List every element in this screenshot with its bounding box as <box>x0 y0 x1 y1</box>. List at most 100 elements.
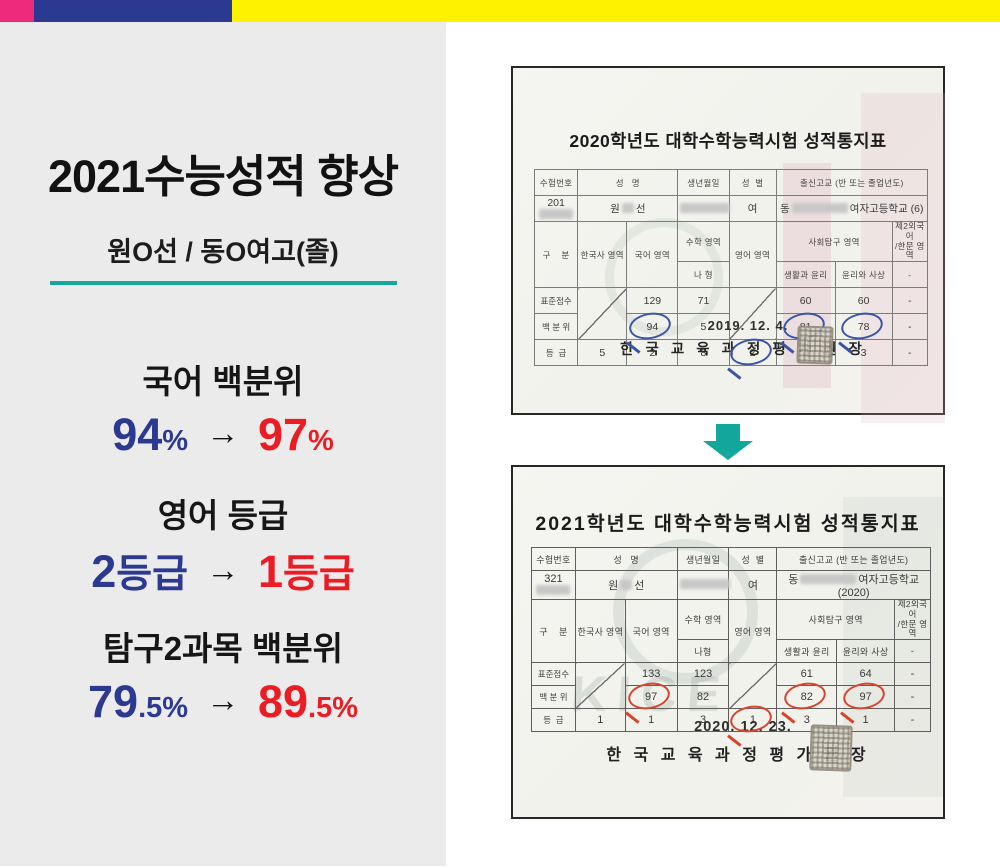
hdr-social1: 생활과 윤리 <box>776 639 838 664</box>
hdr-gender: 성 별 <box>728 169 777 196</box>
stat-inquiry-percentile: 탐구2과목 백분위 79.5% → 89.5% <box>0 622 446 728</box>
arrow-head <box>703 441 753 460</box>
cell-std-second: - <box>894 662 931 687</box>
school-prefix: 동 <box>788 574 799 586</box>
page-title: 2021수능성적 향상 <box>47 151 399 202</box>
top-color-bar <box>0 0 1000 22</box>
score-table-2021: 수험번호 성 명 생년월일 성 별 출신고교 (반 또는 졸업년도) 321 원… <box>531 547 931 736</box>
name-last: 선 <box>634 580 645 592</box>
hdr-korean-history: 한국사 영역 <box>577 220 628 289</box>
pct-social2-value: 97 <box>859 691 872 704</box>
name-first: 원 <box>610 203 620 215</box>
hdr-second-sub: - <box>894 639 931 664</box>
cell-diagonal-english <box>728 287 777 341</box>
school-suffix: 여자고등학교 (6) <box>849 203 924 215</box>
table-row: 수험번호 성 명 생년월일 성 별 출신고교 (반 또는 졸업년도) <box>531 547 931 571</box>
redaction-blur <box>679 579 730 589</box>
cell-pct-math: 82 <box>676 685 730 710</box>
row-label-percentile: 백 분 위 <box>533 313 579 341</box>
hdr-second-sub: - <box>891 261 929 289</box>
before-unit: 등급 <box>116 553 189 596</box>
pct-korean-value: 97 <box>645 691 658 704</box>
cell-exam-no: 201 <box>533 195 579 222</box>
cell-std-social2: 60 <box>834 287 893 315</box>
redaction-blur <box>791 203 848 213</box>
hdr-gender: 성 별 <box>728 547 778 571</box>
cell-std-second: - <box>891 287 929 315</box>
stat-label: 탐구2과목 백분위 <box>102 630 344 667</box>
redaction-blur <box>539 208 574 219</box>
after-unit: .5% <box>308 692 358 724</box>
report-title: 2020학년도 대학수학능력시험 성적통지표 <box>569 131 887 151</box>
cell-std-social1: 60 <box>775 287 836 315</box>
stat-english-grade: 영어 등급 2등급 → 1등급 <box>0 489 446 599</box>
cell-pct-second: - <box>894 685 931 710</box>
stat-values: 2등급 → 1등급 <box>0 543 446 599</box>
hdr-social2: 윤리와 사상 <box>834 261 893 289</box>
second-lang-line2: /한문 영역 <box>894 240 925 261</box>
cell-gender: 여 <box>728 570 778 600</box>
hdr-social2: 윤리와 사상 <box>836 639 896 664</box>
score-table-wrap: 수험번호 성 명 생년월일 성 별 출신고교 (반 또는 졸업년도) 321 원… <box>531 547 931 736</box>
right-arrow-icon: → <box>206 681 240 718</box>
issuer-name: 한 국 교 육 과 정 평 가 원 장 <box>606 747 870 764</box>
score-report-2021: KICE 2021학년도 대학수학능력시험 성적통지표 수험번호 성 명 생년월… <box>511 465 945 819</box>
hdr-gubun: 구 분 <box>531 598 576 664</box>
cell-grade-korean: 2 <box>626 339 679 367</box>
stat-label: 국어 백분위 <box>142 363 304 400</box>
row-label-percentile: 백 분 위 <box>531 685 576 710</box>
score-report-2020: 2020학년도 대학수학능력시험 성적통지표 수험번호 성 명 생년월일 성 별… <box>511 66 945 423</box>
bar-segment-pink <box>0 0 34 22</box>
pct-social1-value: 82 <box>800 691 813 704</box>
cell-pct-korean: 97 <box>624 679 678 713</box>
issue-date: 2020. 12. 23. <box>694 719 792 735</box>
stat-korean-percentile: 국어 백분위 94% → 97% <box>0 355 446 461</box>
hdr-math: 수학 영역 <box>677 220 730 263</box>
name-first: 원 <box>608 580 619 592</box>
arrow-stem <box>716 424 740 441</box>
table-row: 구 분 한국사 영역 국어 영역 수학 영역 영어 영역 사회탐구 영역 제2외… <box>531 598 931 664</box>
stat-values: 94% → 97% <box>0 409 446 461</box>
row-label-standard-score: 표준점수 <box>533 287 579 315</box>
hdr-social1: 생활과 윤리 <box>775 261 836 289</box>
score-table-2020: 수험번호 성 명 생년월일 성 별 출신고교 (반 또는 졸업년도) 201 원… <box>533 169 929 369</box>
right-arrow-icon: → <box>206 414 240 451</box>
pct-social2-value: 78 <box>857 320 870 333</box>
down-arrow-icon <box>703 424 753 460</box>
cell-school: 동 여자고등학교 (2020) <box>776 570 931 600</box>
hdr-english: 영어 영역 <box>728 598 778 664</box>
cell-grade-math: 8 <box>677 339 730 367</box>
hdr-gubun: 구 분 <box>533 220 579 289</box>
cell-birth <box>677 195 731 222</box>
cell-std-math: 123 <box>676 662 730 687</box>
cell-diagonal-korean-history <box>577 287 628 341</box>
cell-gender: 여 <box>728 195 777 222</box>
row-label-standard-score: 표준점수 <box>531 662 576 687</box>
cell-std-math: 71 <box>677 287 730 315</box>
hdr-math-type: 나 형 <box>677 261 730 289</box>
pct-korean-value: 94 <box>646 320 659 333</box>
exam-no-value: 321 <box>544 573 563 585</box>
stats-panel: 2021수능성적 향상 원O선 / 동O여고(졸) 국어 백분위 94% → 9… <box>0 22 446 866</box>
teal-divider <box>50 281 397 285</box>
official-seal-stamp <box>809 724 853 772</box>
issue-date: 2019. 12. 4. <box>707 318 789 333</box>
redaction-blur <box>536 585 571 595</box>
after-value: 1 <box>257 546 283 597</box>
cell-exam-no: 321 <box>531 570 576 600</box>
cell-std-korean: 133 <box>624 662 678 687</box>
cell-grade-second: - <box>894 708 931 733</box>
table-row: 표준점수 129 71 60 60 - <box>533 287 929 341</box>
issuer-name: 한 국 교 육 과 정 평 가 원 장 <box>620 342 866 358</box>
before-unit: % <box>162 425 189 457</box>
hdr-korean: 국어 영역 <box>626 220 679 289</box>
stat-label: 영어 등급 <box>157 497 289 534</box>
hdr-math: 수학 영역 <box>676 598 730 641</box>
cell-pct-math: 5 <box>677 313 730 341</box>
hdr-english: 영어 영역 <box>728 220 777 289</box>
bar-segment-navy <box>34 0 232 22</box>
hdr-math-type: 나형 <box>676 639 730 664</box>
